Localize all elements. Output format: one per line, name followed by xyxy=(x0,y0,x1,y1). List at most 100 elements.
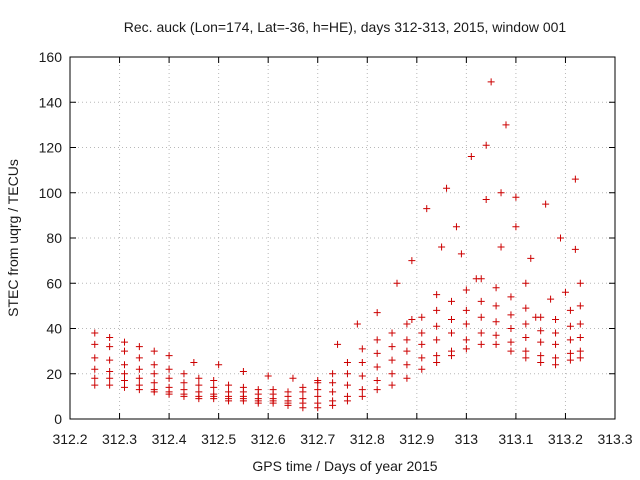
data-point xyxy=(448,297,455,305)
data-point xyxy=(452,223,460,231)
y-tick-label: 80 xyxy=(46,230,62,246)
data-point xyxy=(314,386,322,394)
y-tick-label: 40 xyxy=(46,321,62,337)
data-point xyxy=(121,377,128,385)
data-point xyxy=(106,356,114,364)
data-point xyxy=(91,354,99,362)
data-point xyxy=(106,343,114,351)
data-point xyxy=(239,367,247,375)
x-tick-label: 312.2 xyxy=(52,431,87,447)
data-point xyxy=(373,336,381,344)
x-tick-label: 312.3 xyxy=(102,431,137,447)
data-point xyxy=(388,343,396,351)
data-point xyxy=(482,141,490,149)
y-tick-label: 160 xyxy=(39,49,63,65)
data-point xyxy=(492,302,500,310)
y-tick-label: 100 xyxy=(39,185,63,201)
data-point xyxy=(373,386,381,394)
y-tick-label: 60 xyxy=(46,275,62,291)
data-point xyxy=(576,354,584,362)
data-point xyxy=(299,395,307,403)
data-point xyxy=(477,340,485,348)
data-point xyxy=(165,374,173,382)
data-point xyxy=(448,329,455,337)
data-point xyxy=(215,361,223,369)
data-point xyxy=(314,399,322,407)
data-point xyxy=(225,388,233,396)
data-point xyxy=(457,250,465,258)
data-point xyxy=(135,381,143,389)
data-point xyxy=(462,345,470,353)
data-point xyxy=(106,367,114,375)
data-point xyxy=(507,347,515,355)
data-point xyxy=(433,358,441,366)
data-point xyxy=(180,386,188,394)
chart-title: Rec. auck (Lon=174, Lat=-36, h=HE), days… xyxy=(124,19,567,35)
y-tick-label: 20 xyxy=(46,366,62,382)
x-tick-labels: 312.2 312.3 312.4 312.5 312.6 312.7 312.8 312.9… xyxy=(52,431,632,447)
grid-lines xyxy=(70,57,615,419)
x-tick-label: 312.9 xyxy=(399,431,434,447)
data-point xyxy=(180,370,188,378)
x-tick-label: 313.2 xyxy=(548,431,583,447)
data-point xyxy=(121,383,128,391)
data-point xyxy=(388,356,396,364)
axis-ticks xyxy=(69,56,616,420)
data-point xyxy=(487,78,495,86)
data-point xyxy=(210,390,218,398)
data-point xyxy=(477,329,485,337)
data-point xyxy=(343,370,351,378)
data-point xyxy=(358,392,366,400)
data-point xyxy=(448,315,455,323)
data-point xyxy=(522,320,530,328)
data-point xyxy=(462,286,470,294)
data-point xyxy=(91,329,99,337)
x-tick-label: 312.6 xyxy=(251,431,286,447)
data-point xyxy=(343,381,351,389)
data-point xyxy=(329,388,337,396)
data-point xyxy=(477,297,485,305)
y-tick-label: 140 xyxy=(39,94,63,110)
y-axis-label: STEC from uqrg / TECUs xyxy=(5,159,21,317)
data-point xyxy=(106,334,114,342)
data-point xyxy=(329,397,337,405)
data-point xyxy=(403,347,411,355)
data-point xyxy=(135,374,143,382)
data-point xyxy=(571,245,579,253)
data-point xyxy=(462,336,470,344)
data-point xyxy=(180,379,188,387)
data-point xyxy=(329,379,337,387)
data-point xyxy=(210,383,218,391)
data-point xyxy=(353,320,361,328)
data-point xyxy=(418,329,426,337)
data-point xyxy=(150,386,158,394)
data-point xyxy=(433,352,441,360)
data-point xyxy=(150,379,158,387)
x-tick-label: 312.7 xyxy=(300,431,335,447)
data-point xyxy=(552,340,560,348)
x-tick-label: 312.4 xyxy=(152,431,187,447)
data-point xyxy=(492,340,500,348)
data-point xyxy=(492,331,500,339)
data-point xyxy=(552,329,560,337)
data-point xyxy=(477,313,485,321)
data-point xyxy=(314,377,322,385)
data-point xyxy=(403,320,411,328)
data-point xyxy=(299,383,307,391)
data-point xyxy=(343,358,351,366)
data-point xyxy=(507,338,515,346)
data-point xyxy=(522,334,530,342)
data-point xyxy=(106,381,114,389)
data-point xyxy=(561,288,569,296)
data-point xyxy=(393,279,401,287)
data-point xyxy=(388,381,396,389)
data-point xyxy=(492,318,500,326)
data-point xyxy=(195,374,203,382)
data-point xyxy=(269,386,277,394)
data-point xyxy=(343,392,351,400)
data-point xyxy=(462,320,470,328)
data-point xyxy=(532,313,540,321)
data-point xyxy=(210,377,218,385)
data-point xyxy=(264,372,272,380)
